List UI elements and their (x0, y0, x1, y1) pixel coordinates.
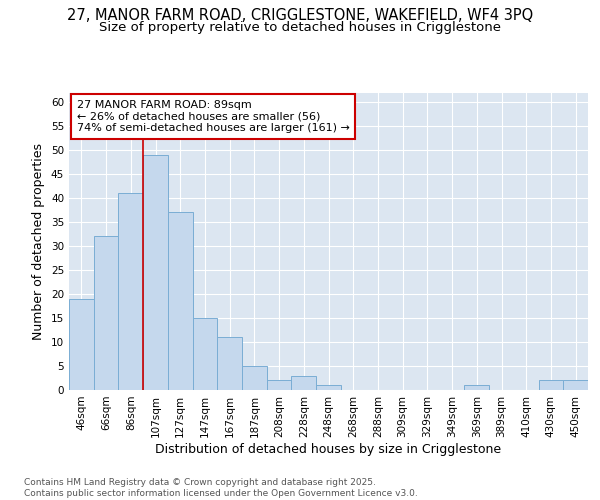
Bar (292, 376, 316, 390)
Text: 27 MANOR FARM ROAD: 89sqm
← 26% of detached houses are smaller (56)
74% of semi-: 27 MANOR FARM ROAD: 89sqm ← 26% of detac… (77, 100, 350, 133)
Bar (94, 236, 118, 390)
Y-axis label: Number of detached properties: Number of detached properties (32, 143, 46, 340)
Bar (464, 385, 489, 390)
Bar (118, 194, 143, 390)
Bar (193, 318, 217, 390)
Bar (168, 212, 193, 390)
Text: Contains HM Land Registry data © Crown copyright and database right 2025.
Contai: Contains HM Land Registry data © Crown c… (24, 478, 418, 498)
Bar (316, 385, 341, 390)
Bar (143, 155, 168, 390)
Bar (563, 380, 588, 390)
Text: Size of property relative to detached houses in Crigglestone: Size of property relative to detached ho… (99, 22, 501, 35)
Bar (267, 380, 292, 390)
X-axis label: Distribution of detached houses by size in Crigglestone: Distribution of detached houses by size … (155, 442, 502, 456)
Bar (217, 337, 242, 390)
Bar (539, 380, 563, 390)
Bar (69, 299, 94, 390)
Text: 27, MANOR FARM ROAD, CRIGGLESTONE, WAKEFIELD, WF4 3PQ: 27, MANOR FARM ROAD, CRIGGLESTONE, WAKEF… (67, 8, 533, 22)
Bar (242, 366, 267, 390)
